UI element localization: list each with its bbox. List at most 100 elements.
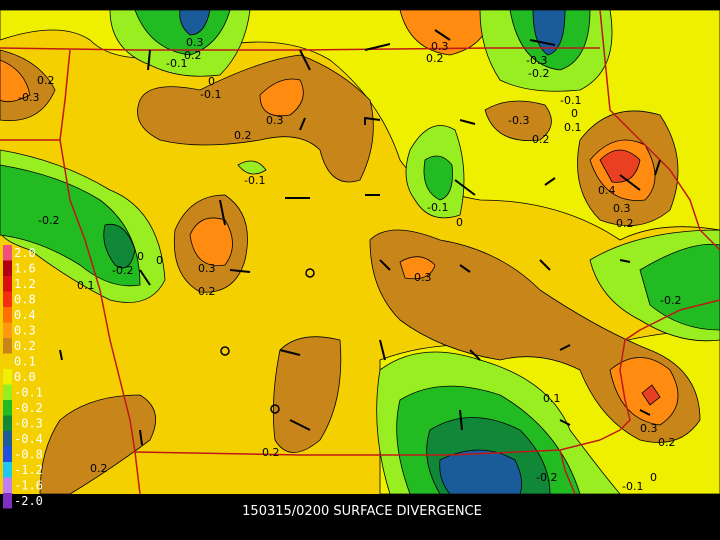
- contour-label: -0.3: [526, 54, 547, 67]
- contour-label: 0.3: [640, 422, 658, 435]
- legend-swatch: [3, 384, 12, 400]
- state-border: [599, 9, 720, 251]
- green-region: [103, 223, 136, 269]
- contour-label: -0.1: [560, 94, 581, 107]
- green-region: [639, 243, 720, 331]
- legend-swatch: [3, 291, 12, 307]
- map-title: 150315/0200 SURFACE DIVERGENCE: [242, 504, 482, 519]
- field: [0, 9, 720, 495]
- contour-label: 0.1: [77, 279, 95, 292]
- legend-label: 1.2: [14, 277, 36, 291]
- orange-region: [259, 78, 304, 117]
- legend-swatch: [3, 322, 12, 338]
- legend-label: 0.2: [14, 339, 36, 353]
- legend-label: 0.8: [14, 293, 36, 307]
- legend-swatch: [3, 276, 12, 292]
- contour-label: 0.2: [234, 129, 252, 142]
- wind-barbs: [59, 29, 661, 446]
- calm-marker: [270, 404, 280, 414]
- contour-label: 0.1: [564, 121, 582, 134]
- brown-region: [484, 100, 552, 142]
- legend-swatch: [3, 446, 12, 462]
- contour-label: 0.2: [616, 217, 634, 230]
- state-border: [599, 299, 720, 441]
- contour-label: 0: [137, 250, 144, 263]
- legend-label: -1.2: [14, 463, 43, 477]
- contour-label: 0.4: [598, 184, 616, 197]
- calm-marker: [220, 346, 230, 356]
- legend-label: 1.6: [14, 262, 36, 276]
- legend-swatch: [3, 260, 12, 276]
- contour-labels: 0.3 0.2 -0.1 0 -0.1 0.3 0.2 -0.3 -0.2 0.…: [18, 36, 681, 493]
- legend-swatch: [3, 353, 12, 369]
- contour-label: 0: [208, 75, 215, 88]
- legend-label: -1.6: [14, 479, 43, 493]
- contour-label: 0.2: [532, 133, 550, 146]
- contour-label: 0: [456, 216, 463, 229]
- contour-label: 0.3: [414, 271, 432, 284]
- contour-label: 0.2: [426, 52, 444, 65]
- blue-region: [179, 9, 211, 36]
- contour-label: -0.1: [200, 88, 221, 101]
- contour-label: 0.2: [658, 436, 676, 449]
- legend-swatch: [3, 338, 12, 354]
- legend-swatch: [3, 245, 12, 261]
- contour-label: 0: [650, 471, 657, 484]
- red-region: [641, 384, 661, 406]
- contour-label: -0.2: [660, 294, 681, 307]
- contour-label: -0.1: [622, 480, 643, 493]
- contour-label: 0.3: [186, 36, 204, 49]
- green-region: [0, 164, 141, 287]
- contour-label: 0.3: [198, 262, 216, 275]
- blue-region: [439, 449, 523, 495]
- contour-label: -0.2: [38, 214, 59, 227]
- brown-region: [39, 394, 157, 495]
- calm-marker: [305, 268, 315, 278]
- contour-label: 0: [571, 107, 578, 120]
- legend-swatch: [3, 462, 12, 478]
- legend-label: 0.3: [14, 324, 36, 338]
- contour-label: 0: [156, 254, 163, 267]
- contour-label: -0.2: [528, 67, 549, 80]
- contour-label: -0.3: [18, 91, 39, 104]
- state-border: [559, 449, 576, 495]
- legend-label: 0.0: [14, 370, 36, 384]
- contour-label: -0.1: [166, 57, 187, 70]
- legend-label: -0.8: [14, 448, 43, 462]
- legend-label: -0.1: [14, 386, 43, 400]
- contour-label: 0.2: [90, 462, 108, 475]
- orange-region: [0, 59, 31, 103]
- contour-label: 0.1: [543, 392, 561, 405]
- legend-swatch: [3, 400, 12, 416]
- legend-swatch: [3, 431, 12, 447]
- green-region: [423, 155, 453, 201]
- legend-label: 0.1: [14, 355, 36, 369]
- contour-label: 0.2: [198, 285, 216, 298]
- contour-label: 0.2: [184, 49, 202, 62]
- contour-label: -0.2: [112, 264, 133, 277]
- legend: 2.01.61.20.80.40.30.20.10.0-0.1-0.2-0.3-…: [3, 245, 43, 509]
- contour-label: 0.2: [262, 446, 280, 459]
- legend-label: -0.3: [14, 417, 43, 431]
- legend-swatch: [3, 477, 12, 493]
- contour-label: 0.2: [37, 74, 55, 87]
- legend-label: -2.0: [14, 494, 43, 508]
- contour-label: 0.3: [266, 114, 284, 127]
- contour-label: -0.1: [244, 174, 265, 187]
- contour-label: -0.3: [508, 114, 529, 127]
- blue-region: [532, 9, 566, 56]
- contour-label: 0.3: [431, 40, 449, 53]
- legend-swatch: [3, 493, 12, 509]
- red-region: [599, 149, 641, 183]
- legend-swatch: [3, 307, 12, 323]
- state-border: [59, 49, 141, 495]
- legend-label: -0.4: [14, 432, 43, 446]
- contour-label: 0.3: [613, 202, 631, 215]
- state-border: [134, 439, 601, 456]
- legend-label: 0.4: [14, 308, 36, 322]
- legend-swatch: [3, 415, 12, 431]
- contour-label: -0.2: [536, 471, 557, 484]
- wind-barb: [59, 29, 661, 446]
- orange-region: [399, 256, 436, 280]
